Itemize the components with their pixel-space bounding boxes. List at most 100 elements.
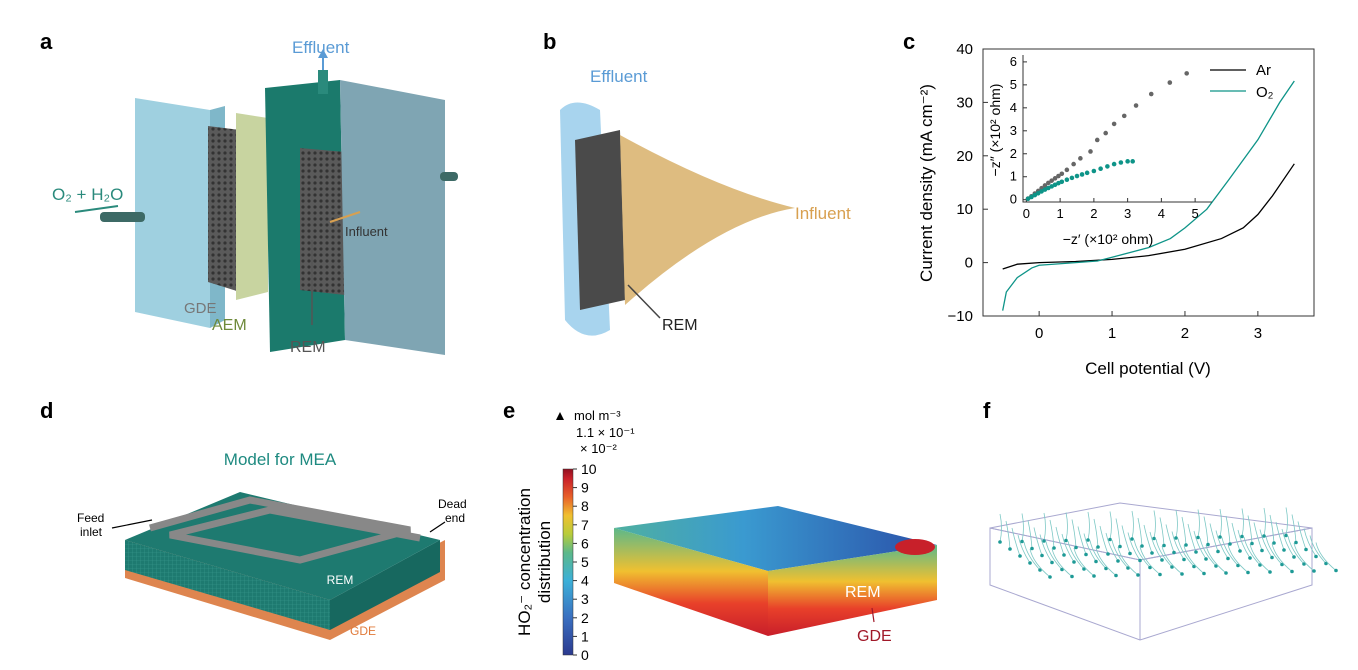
streamline xyxy=(1269,514,1275,544)
aem-label: AEM xyxy=(212,317,247,334)
inset-x-tick-label: 5 xyxy=(1192,206,1199,221)
inset-y-tick-label: 1 xyxy=(1010,169,1017,184)
end-plate-left xyxy=(135,98,210,328)
streamline xyxy=(1315,542,1337,571)
streamline xyxy=(1241,508,1244,537)
streamline xyxy=(1043,512,1046,542)
rem-porous-body xyxy=(575,130,625,310)
y-axis-label: Current density (mA cm⁻²) xyxy=(917,84,936,282)
y-tick-label: 10 xyxy=(956,201,973,218)
panel-label-a: a xyxy=(40,29,53,54)
inset-y-tick-label: 6 xyxy=(1010,54,1017,69)
inset-x-tick-label: 4 xyxy=(1158,206,1165,221)
streamline xyxy=(1265,536,1283,565)
legend-label-ar: Ar xyxy=(1256,62,1271,79)
streamline xyxy=(1049,519,1055,549)
streamline xyxy=(1017,534,1031,564)
inset-point-ar xyxy=(1167,80,1173,85)
streamline-arrowhead xyxy=(1118,544,1122,549)
inset-point-o2 xyxy=(1039,189,1044,194)
streamline-arrowhead xyxy=(1130,537,1134,541)
streamline xyxy=(1083,533,1097,562)
streamline-arrowhead xyxy=(1290,569,1294,574)
streamline-arrowhead xyxy=(1150,551,1154,555)
gde-arrow-icon xyxy=(871,607,875,623)
hotspot xyxy=(895,539,935,555)
aem-membrane xyxy=(236,113,268,300)
inset-point-o2 xyxy=(1111,161,1117,167)
panel-e: e mol m⁻³ 1.1 × 10⁻¹ × 10⁻² 0 1 2 3 4 5 6 7 8 9 10… xyxy=(503,398,937,663)
streamline-arrowhead xyxy=(1270,555,1274,560)
streamline-arrowhead xyxy=(1040,553,1044,558)
streamline-arrowhead xyxy=(1084,552,1088,557)
streamline-arrowhead xyxy=(1224,571,1228,575)
inset-point-o2 xyxy=(1105,164,1110,169)
inset-x-tick-label: 2 xyxy=(1090,206,1097,221)
arrowhead-icon xyxy=(318,49,328,58)
inset-point-ar xyxy=(1103,130,1108,136)
streamline xyxy=(1143,524,1153,554)
inset-point-o2 xyxy=(1035,190,1041,196)
end-plate-right xyxy=(340,80,445,355)
colorbar-tick-label: 1 xyxy=(581,628,589,644)
colorbar-tick-label: 3 xyxy=(581,591,589,607)
panel-label-d: d xyxy=(40,398,53,423)
y-tick-label: 0 xyxy=(965,255,973,272)
streamline xyxy=(1027,520,1033,549)
streamline-arrowhead xyxy=(1246,570,1250,575)
streamline-arrowhead xyxy=(1182,557,1186,562)
inset-point-ar xyxy=(1046,180,1051,186)
streamline xyxy=(1177,538,1195,567)
x-tick-label: 2 xyxy=(1181,325,1189,342)
series-line-o2 xyxy=(1002,80,1295,311)
streamline xyxy=(1263,507,1266,537)
streamline-arrowhead xyxy=(1048,575,1052,579)
rem-top-face xyxy=(125,492,440,600)
streamline-arrowhead xyxy=(1108,537,1112,542)
inset-point-o2 xyxy=(1084,170,1090,176)
inset-point-o2 xyxy=(1130,159,1135,164)
influent-streamlines xyxy=(620,135,795,305)
gde-label-d: GDE xyxy=(350,624,376,638)
colorbar-tick-label: 5 xyxy=(581,554,589,570)
streamline xyxy=(1137,517,1143,547)
streamline xyxy=(1193,530,1207,560)
influent-arrow-icon xyxy=(329,211,361,223)
streamline-arrowhead xyxy=(1062,553,1066,557)
streamline-arrowhead xyxy=(1106,552,1110,556)
streamline xyxy=(1071,519,1077,548)
rem-label-b: REM xyxy=(662,317,698,334)
streamline-arrowhead xyxy=(1334,568,1338,573)
inset-point-ar xyxy=(1049,178,1054,183)
streamline xyxy=(1293,542,1315,572)
series-line-ar xyxy=(1002,163,1295,270)
gde-layer xyxy=(208,126,240,292)
inset-x-tick-label: 3 xyxy=(1124,206,1131,221)
streamline-arrowhead xyxy=(1138,558,1142,563)
inlet-pipe xyxy=(100,212,145,222)
colorbar xyxy=(562,468,574,656)
panel-label-f: f xyxy=(983,398,991,423)
streamline-arrowhead xyxy=(1268,570,1272,574)
rem-layer xyxy=(300,148,345,295)
streamline-arrowhead xyxy=(1260,548,1264,553)
colorbar-tick-label: 9 xyxy=(581,480,589,496)
streamline xyxy=(1039,534,1053,563)
panel-label-b: b xyxy=(543,29,556,54)
streamline-arrowhead xyxy=(1302,562,1306,566)
streamline-arrowhead xyxy=(1038,568,1042,572)
streamlines xyxy=(998,507,1338,579)
streamline-arrowhead xyxy=(1228,542,1232,546)
inset-x-label: −z′ (×10² ohm) xyxy=(1063,231,1154,247)
inset-axes xyxy=(1022,55,1212,203)
streamline-arrowhead xyxy=(1240,534,1244,539)
inset-point-ar xyxy=(1088,149,1093,154)
streamline xyxy=(1197,509,1200,538)
streamline-arrowhead xyxy=(1262,534,1266,538)
gde-label-e: GDE xyxy=(857,628,892,645)
influent-label: Influent xyxy=(345,224,388,239)
streamline xyxy=(1127,532,1141,561)
inset-chart: −z′ (×10² ohm) −z″ (×10² ohm) 0 1 2 3 4 5 0 1 2 3… xyxy=(987,54,1212,247)
panel-label-c: c xyxy=(903,29,915,54)
inset-point-o2 xyxy=(1069,175,1075,181)
